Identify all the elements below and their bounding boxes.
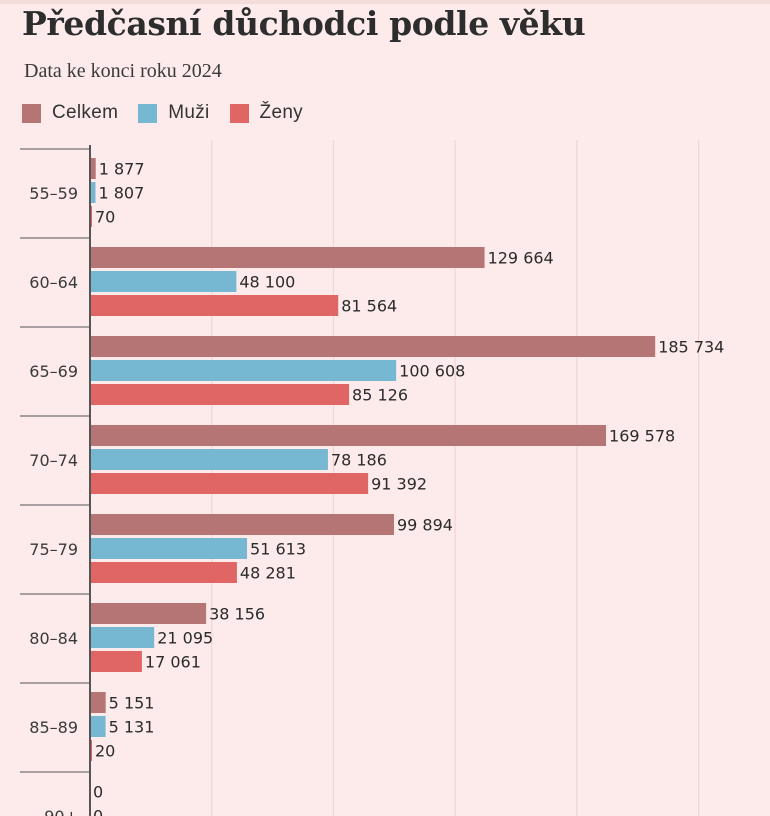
category-label: 75–79 bbox=[29, 540, 78, 559]
data-label: 129 664 bbox=[488, 249, 554, 268]
bar-muži bbox=[90, 538, 248, 559]
legend-item-muzi: Muži bbox=[138, 102, 209, 124]
data-label: 5 131 bbox=[109, 718, 155, 737]
category-label: 85–89 bbox=[29, 718, 78, 737]
bar-celkem bbox=[90, 336, 656, 357]
bar-celkem bbox=[90, 247, 485, 268]
bar-ženy bbox=[90, 384, 350, 405]
chart-subtitle: Data ke konci roku 2024 bbox=[24, 60, 222, 82]
bar-muži bbox=[90, 360, 397, 381]
legend: Celkem Muži Ženy bbox=[22, 100, 323, 126]
bar-celkem bbox=[90, 158, 96, 179]
data-label: 48 281 bbox=[240, 564, 296, 583]
bar-muži bbox=[90, 449, 328, 470]
data-label: 85 126 bbox=[352, 386, 408, 405]
data-label: 38 156 bbox=[209, 605, 265, 624]
bar-celkem bbox=[90, 514, 394, 535]
data-label: 1 807 bbox=[98, 184, 144, 203]
bar-celkem bbox=[90, 603, 207, 624]
bar-celkem bbox=[90, 425, 607, 446]
data-label: 185 734 bbox=[658, 338, 724, 357]
data-label: 21 095 bbox=[157, 629, 213, 648]
data-label: 5 151 bbox=[109, 694, 155, 713]
bar-ženy bbox=[90, 562, 237, 583]
top-strip bbox=[0, 0, 770, 4]
category-label: 65–69 bbox=[29, 362, 78, 381]
data-label: 1 877 bbox=[99, 160, 145, 179]
data-label: 70 bbox=[95, 208, 115, 227]
bar-muži bbox=[90, 271, 237, 292]
category-label: 55–59 bbox=[29, 184, 78, 203]
category-label: 70–74 bbox=[29, 451, 78, 470]
data-label: 91 392 bbox=[371, 475, 427, 494]
legend-swatch-muzi bbox=[138, 103, 158, 123]
bar-ženy bbox=[90, 473, 369, 494]
data-label: 100 608 bbox=[399, 362, 465, 381]
bar-muži bbox=[90, 627, 155, 648]
legend-swatch-zeny bbox=[229, 103, 249, 123]
data-label: 20 bbox=[95, 742, 115, 761]
data-label: 0 bbox=[93, 783, 103, 802]
legend-label-muzi: Muži bbox=[168, 102, 210, 123]
bar-muži bbox=[90, 716, 106, 737]
data-label: 17 061 bbox=[145, 653, 201, 672]
legend-swatch-celkem bbox=[22, 103, 41, 123]
legend-label-celkem: Celkem bbox=[52, 102, 119, 123]
category-label: 60–64 bbox=[29, 273, 78, 292]
legend-item-zeny: Ženy bbox=[229, 102, 303, 124]
bar-chart: 55–59 1 877 1 807 70 60–64 129 664 48 100 81 56… bbox=[20, 140, 724, 816]
data-label: 81 564 bbox=[341, 297, 397, 316]
data-label: 51 613 bbox=[250, 540, 306, 559]
category-label: 80–84 bbox=[29, 629, 78, 648]
category-label: 90+ bbox=[44, 807, 78, 816]
bar-ženy bbox=[90, 295, 339, 316]
data-label: 0 bbox=[93, 807, 103, 816]
legend-label-zeny: Ženy bbox=[259, 102, 303, 123]
data-label: 78 186 bbox=[331, 451, 387, 470]
bar-ženy bbox=[90, 651, 142, 672]
chart-title: Předčasní důchodci podle věku bbox=[22, 4, 586, 43]
bar-celkem bbox=[90, 692, 106, 713]
data-label: 169 578 bbox=[609, 427, 675, 446]
legend-item-celkem: Celkem bbox=[22, 102, 118, 124]
data-label: 99 894 bbox=[397, 516, 453, 535]
bar-muži bbox=[90, 182, 96, 203]
data-label: 48 100 bbox=[239, 273, 295, 292]
